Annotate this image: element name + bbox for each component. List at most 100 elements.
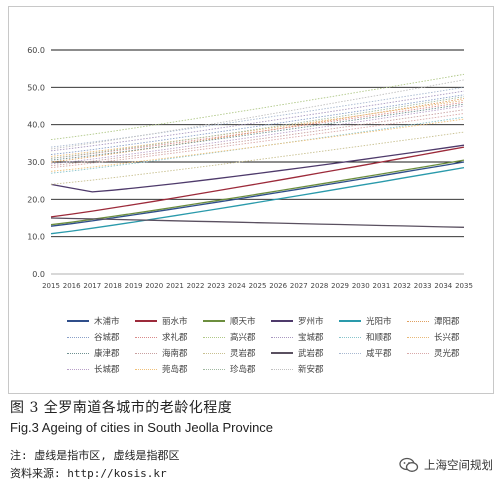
wechat-logo-icon — [399, 457, 419, 472]
legend-swatch — [203, 320, 225, 322]
legend-label: 莞岛郡 — [162, 365, 188, 375]
x-tick-label: 2021 — [166, 282, 184, 290]
legend-label: 丽水市 — [162, 317, 188, 327]
legend-item: 光阳市 — [339, 315, 407, 327]
legend-item: 丽水市 — [135, 315, 203, 327]
legend-item: 木浦市 — [67, 315, 135, 327]
series-line — [50, 86, 465, 148]
legend-swatch — [339, 336, 361, 338]
legend-item: 咸平郡 — [339, 347, 407, 359]
x-tick-label: 2032 — [393, 282, 411, 290]
x-tick-label: 2030 — [352, 282, 370, 290]
legend-label: 武岩郡 — [298, 349, 324, 359]
x-tick-label: 2028 — [311, 282, 329, 290]
legend-label: 灵岩郡 — [230, 349, 256, 359]
legend-swatch — [203, 336, 225, 338]
x-tick-label: 2026 — [269, 282, 287, 290]
legend-item: 宝城郡 — [271, 331, 339, 343]
legend-item: 顺天市 — [203, 315, 271, 327]
legend-swatch — [271, 352, 293, 354]
legend-row: 长城郡 莞岛郡 珍岛郡 新安郡 — [67, 361, 487, 377]
legend-label: 高兴郡 — [230, 333, 256, 343]
x-tick-label: 2016 — [63, 282, 81, 290]
legend-swatch — [67, 368, 89, 370]
legend-item: 长城郡 — [67, 363, 135, 375]
x-tick-label: 2029 — [331, 282, 349, 290]
legend-item: 长兴郡 — [407, 331, 475, 343]
x-tick-label: 2023 — [207, 282, 225, 290]
legend-swatch — [67, 336, 89, 338]
x-tick-label: 2027 — [290, 282, 308, 290]
x-tick-label: 2018 — [104, 282, 122, 290]
legend-label: 咸平郡 — [366, 349, 392, 359]
x-tick-label: 2033 — [414, 282, 432, 290]
x-tick-label: 2019 — [125, 282, 143, 290]
legend-row: 木浦市 丽水市 顺天市 罗州市 光阳市 潭阳郡 — [67, 313, 487, 329]
x-tick-label: 2034 — [434, 282, 452, 290]
series-line — [50, 98, 465, 163]
legend-swatch — [339, 352, 361, 354]
legend-label: 新安郡 — [298, 365, 324, 375]
legend-label: 灵光郡 — [434, 349, 460, 359]
caption-chinese: 图 3 全罗南道各城市的老龄化程度 — [10, 400, 233, 416]
series-line — [50, 99, 465, 157]
legend-label: 潭阳郡 — [434, 317, 460, 327]
series-line — [50, 90, 465, 152]
series-line — [50, 166, 465, 235]
series-line — [50, 109, 465, 167]
y-tick-label: 20.0 — [27, 195, 45, 204]
legend-item: 罗州市 — [271, 315, 339, 327]
legend-label: 求礼郡 — [162, 333, 188, 343]
legend-swatch — [339, 320, 361, 322]
y-tick-label: 50.0 — [27, 83, 45, 92]
watermark: 上海空间规划 — [399, 457, 493, 473]
legend-swatch — [67, 352, 89, 354]
legend-item: 灵光郡 — [407, 347, 475, 359]
legend-label: 和顺郡 — [366, 333, 392, 343]
series-line — [50, 113, 465, 169]
series-line — [50, 103, 465, 161]
legend-row: 谷城郡 求礼郡 高兴郡 宝城郡 和顺郡 长兴郡 — [67, 329, 487, 345]
legend-swatch — [67, 320, 89, 322]
series-line — [50, 161, 465, 227]
y-tick-label: 60.0 — [27, 46, 45, 55]
legend-swatch — [407, 352, 429, 354]
watermark-text: 上海空间规划 — [424, 458, 493, 472]
legend-label: 珍岛郡 — [230, 365, 256, 375]
series-line — [50, 96, 465, 159]
legend-label: 长城郡 — [94, 365, 120, 375]
legend-label: 宝城郡 — [298, 333, 324, 343]
y-tick-label: 0.0 — [32, 270, 45, 279]
legend-item: 武岩郡 — [271, 347, 339, 359]
legend-swatch — [407, 336, 429, 338]
legend-swatch — [271, 368, 293, 370]
legend-label: 顺天市 — [230, 317, 256, 327]
series-line — [50, 118, 465, 172]
legend-item: 海南郡 — [135, 347, 203, 359]
series-line — [50, 146, 465, 218]
series-line — [50, 94, 465, 155]
legend-item: 高兴郡 — [203, 331, 271, 343]
legend-label: 长兴郡 — [434, 333, 460, 343]
series-line — [50, 116, 465, 174]
legend-item: 灵岩郡 — [203, 347, 271, 359]
legend-label: 谷城郡 — [94, 333, 120, 343]
legend-label: 海南郡 — [162, 349, 188, 359]
series-line — [50, 79, 465, 150]
legend-label: 光阳市 — [366, 317, 392, 327]
x-tick-label: 2024 — [228, 282, 246, 290]
figure-source: 资料来源: http://kosis.kr — [10, 467, 167, 480]
series-line — [50, 131, 465, 185]
x-tick-label: 2022 — [187, 282, 205, 290]
legend-swatch — [135, 336, 157, 338]
legend-swatch — [135, 368, 157, 370]
legend-label: 木浦市 — [94, 317, 120, 327]
figure-note: 注: 虚线是指市区, 虚线是指郡区 — [10, 449, 180, 462]
legend-label: 康津郡 — [94, 349, 120, 359]
x-tick-label: 2017 — [83, 282, 101, 290]
series-line — [50, 101, 465, 159]
legend-swatch — [203, 352, 225, 354]
legend-swatch — [271, 320, 293, 322]
legend-item: 莞岛郡 — [135, 363, 203, 375]
chart-frame: 0.0 10.0 20.0 30.0 40.0 50.0 60.0 2015 2016 2017 2… — [8, 6, 494, 394]
